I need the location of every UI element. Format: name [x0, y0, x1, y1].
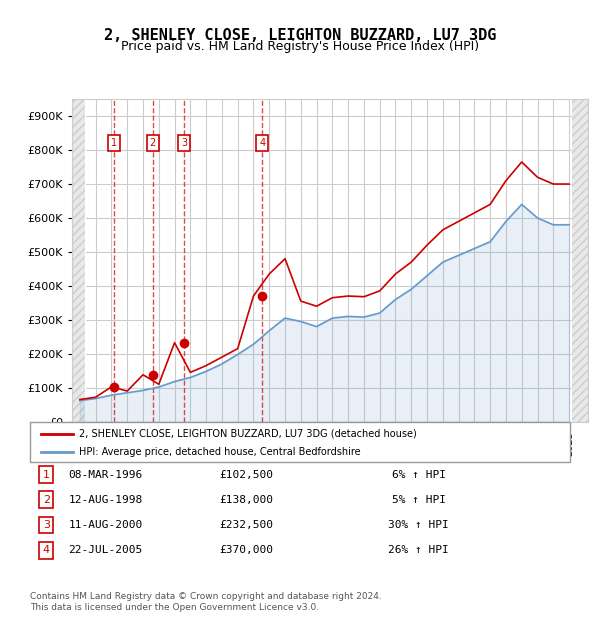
Text: 5% ↑ HPI: 5% ↑ HPI [392, 495, 446, 505]
Text: £370,000: £370,000 [219, 545, 273, 556]
Text: 08-MAR-1996: 08-MAR-1996 [68, 469, 143, 479]
Text: 3: 3 [181, 138, 187, 148]
Text: 3: 3 [43, 520, 50, 530]
Text: HPI: Average price, detached house, Central Bedfordshire: HPI: Average price, detached house, Cent… [79, 447, 360, 457]
Text: 12-AUG-1998: 12-AUG-1998 [68, 495, 143, 505]
Text: 30% ↑ HPI: 30% ↑ HPI [388, 520, 449, 530]
Text: £102,500: £102,500 [219, 469, 273, 479]
Text: 2: 2 [43, 495, 50, 505]
Text: 6% ↑ HPI: 6% ↑ HPI [392, 469, 446, 479]
Text: 2: 2 [149, 138, 156, 148]
Text: £232,500: £232,500 [219, 520, 273, 530]
Text: 4: 4 [43, 545, 50, 556]
Text: 1: 1 [112, 138, 118, 148]
Text: 11-AUG-2000: 11-AUG-2000 [68, 520, 143, 530]
FancyBboxPatch shape [30, 422, 570, 462]
Text: 1: 1 [43, 469, 50, 479]
Text: 2, SHENLEY CLOSE, LEIGHTON BUZZARD, LU7 3DG (detached house): 2, SHENLEY CLOSE, LEIGHTON BUZZARD, LU7 … [79, 428, 416, 439]
Text: 26% ↑ HPI: 26% ↑ HPI [388, 545, 449, 556]
Text: Price paid vs. HM Land Registry's House Price Index (HPI): Price paid vs. HM Land Registry's House … [121, 40, 479, 53]
Text: Contains HM Land Registry data © Crown copyright and database right 2024.
This d: Contains HM Land Registry data © Crown c… [30, 592, 382, 611]
Text: 22-JUL-2005: 22-JUL-2005 [68, 545, 143, 556]
Text: 4: 4 [259, 138, 265, 148]
Text: 2, SHENLEY CLOSE, LEIGHTON BUZZARD, LU7 3DG: 2, SHENLEY CLOSE, LEIGHTON BUZZARD, LU7 … [104, 28, 496, 43]
Text: £138,000: £138,000 [219, 495, 273, 505]
